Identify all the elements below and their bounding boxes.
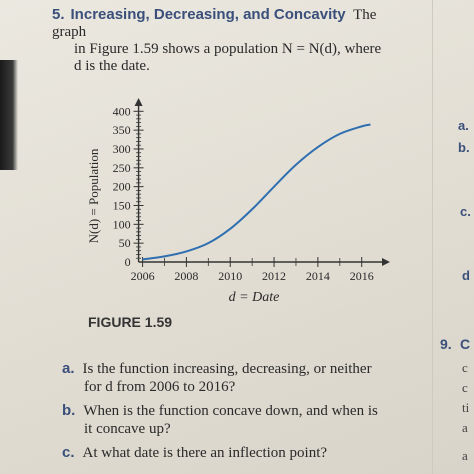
right-label-C: C: [460, 336, 471, 352]
question-a-text-2: for d from 2006 to 2016?: [84, 379, 236, 395]
y-tick-label: 150: [113, 198, 131, 212]
y-axis-label: N(d) = Population: [86, 148, 101, 243]
y-tick-label: 200: [113, 180, 131, 194]
chart-series: [142, 123, 371, 261]
question-c: c. At what date is there an inflection po…: [62, 444, 422, 462]
right-fragment-1: c: [462, 360, 468, 375]
chart-axes: [134, 98, 390, 266]
question-a: a. Is the function increasing, decreasing…: [62, 360, 422, 396]
right-label-9: 9.: [440, 336, 452, 352]
y-tick-label: 400: [113, 104, 131, 118]
page-edge-shadow: [0, 60, 18, 170]
y-tick-label: 350: [113, 123, 131, 137]
problem-statement: 5. Increasing, Decreasing, and Concavity …: [52, 6, 412, 75]
problem-text-3: d is the date.: [74, 58, 150, 74]
population-curve: [142, 123, 371, 261]
right-fragment-2: c: [462, 380, 468, 395]
y-tick-label: 300: [113, 142, 131, 156]
problem-text-2: in Figure 1.59 shows a population N = N(…: [74, 41, 382, 57]
question-a-letter: a.: [62, 360, 75, 377]
y-axis-arrow: [134, 98, 143, 106]
question-b-text-2: it concave up?: [84, 421, 171, 437]
column-divider: [432, 0, 433, 474]
problem-title: Increasing, Decreasing, and Concavity: [70, 6, 346, 23]
question-b-letter: b.: [62, 402, 76, 419]
y-tick-label: 0: [125, 255, 131, 269]
question-c-text-1: At what date is there an inflection poin…: [82, 445, 328, 461]
question-b: b. When is the function concave down, and…: [62, 402, 422, 438]
right-fragment-5: a: [462, 448, 468, 463]
x-tick-label: 2012: [262, 269, 286, 283]
y-tick-label: 250: [113, 161, 131, 175]
right-label-c: c.: [460, 204, 471, 219]
question-a-text-1: Is the function increasing, decreasing, …: [82, 361, 372, 377]
y-tick-label: 100: [113, 217, 131, 231]
x-tick-label: 2008: [174, 269, 198, 283]
right-fragment-4: a: [462, 420, 468, 435]
right-label-d: d: [462, 268, 470, 283]
x-tick-label: 2010: [218, 269, 242, 283]
question-c-letter: c.: [62, 444, 75, 461]
right-fragment-3: ti: [462, 400, 470, 415]
figure-caption: FIGURE 1.59: [88, 314, 173, 330]
x-tick-label: 2014: [306, 269, 330, 283]
y-tick-label: 50: [119, 236, 131, 250]
chart-ticks: 0 50 100 150 200 250 300 350 400 2006 2008 2010 2012…: [113, 104, 374, 283]
right-label-a: a.: [458, 118, 469, 133]
x-axis-label: d = Date: [229, 290, 280, 305]
x-axis-arrow: [382, 258, 390, 266]
problem-number: 5.: [52, 6, 65, 23]
right-label-b: b.: [458, 140, 470, 155]
problem-text-1: The graph: [52, 7, 377, 40]
x-tick-label: 2016: [350, 269, 374, 283]
x-tick-label: 2006: [131, 269, 155, 283]
question-b-text-1: When is the function concave down, and w…: [83, 403, 378, 419]
